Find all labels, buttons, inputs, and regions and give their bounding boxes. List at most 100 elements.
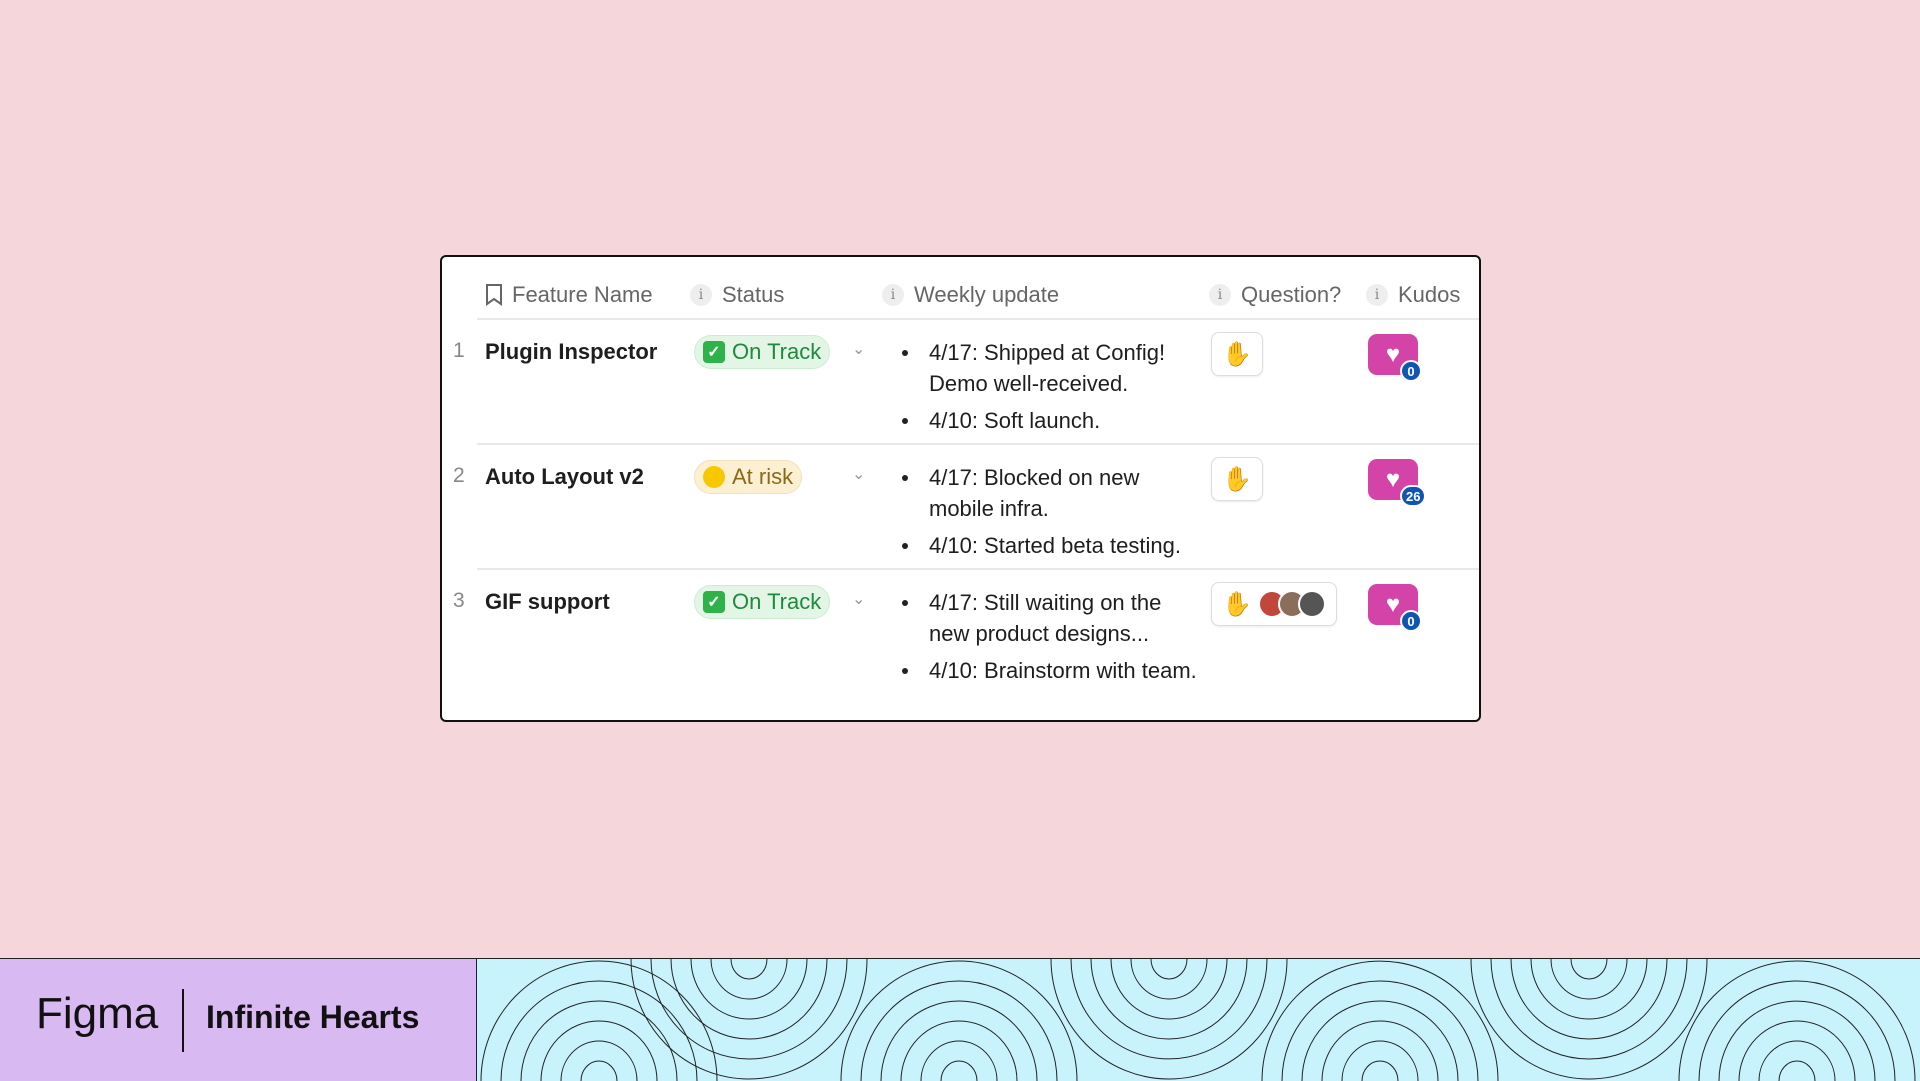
pattern-ring [1470, 959, 1708, 1080]
pattern-ring [900, 1020, 1018, 1081]
feature-name[interactable]: Auto Layout v2 [485, 464, 644, 489]
update-item: 4/10: Brainstorm with team. [902, 655, 1202, 686]
yellow-circle-icon [703, 466, 725, 488]
concentric-circles-pattern [477, 959, 1920, 1081]
pattern-ring [1150, 959, 1188, 980]
divider [477, 568, 1479, 570]
brand-panel: Figma Infinite Hearts [0, 959, 477, 1081]
pattern-ring [940, 1060, 978, 1081]
heart-icon: ♥ [1385, 340, 1401, 368]
pattern-ring [1110, 959, 1228, 1020]
pattern-ring [1070, 959, 1268, 1060]
feature-name[interactable]: GIF support [485, 589, 610, 614]
question-button[interactable]: ✋ [1211, 457, 1263, 501]
pattern-ring [690, 959, 808, 1020]
row-number: 2 [453, 464, 465, 487]
chevron-down-icon[interactable]: ⌄ [852, 341, 866, 358]
feature-name[interactable]: Plugin Inspector [485, 339, 658, 364]
pattern-ring [1718, 1000, 1876, 1081]
pattern-ring [1698, 980, 1896, 1081]
status-pill[interactable]: ✓ On Track [694, 335, 831, 369]
update-list: 4/17: Blocked on new mobile infra. 4/10: … [902, 462, 1202, 567]
raised-hand-icon: ✋ [1222, 340, 1252, 368]
pattern-ring [480, 960, 718, 1081]
update-item: 4/17: Still waiting on the new product d… [902, 587, 1202, 649]
pattern-ring [1361, 1060, 1399, 1081]
chevron-down-icon[interactable]: ⌄ [852, 466, 866, 483]
figma-logo: Figma [36, 989, 159, 1038]
pattern-ring [630, 959, 868, 1080]
raised-hand-icon: ✋ [1222, 590, 1252, 618]
header-status: i Status [690, 279, 784, 311]
pattern-ring [1261, 960, 1499, 1081]
pattern-ring [730, 959, 768, 980]
update-item: 4/17: Shipped at Config! Demo well-recei… [902, 337, 1202, 399]
feature-table: Feature Name i Status i Weekly update i Que… [440, 255, 1481, 722]
status-label: On Track [732, 589, 822, 614]
update-item: 4/10: Soft launch. [902, 405, 1202, 436]
pattern-ring [1301, 1000, 1459, 1081]
avatar [1297, 590, 1326, 618]
pattern-ring [1738, 1020, 1856, 1081]
header-weekly-update: i Weekly update [882, 279, 1059, 311]
pattern-ring [1530, 959, 1648, 1020]
check-icon: ✓ [703, 591, 725, 613]
pattern-ring [1678, 960, 1916, 1081]
info-icon[interactable]: i [1209, 284, 1231, 306]
status-label: At risk [732, 464, 794, 489]
raised-hand-icon: ✋ [1222, 465, 1252, 493]
header-label: Kudos [1398, 282, 1461, 307]
header-label: Question? [1241, 282, 1342, 307]
pattern-ring [1778, 1060, 1816, 1081]
kudos-count: 26 [1400, 485, 1427, 507]
pattern-ring [1758, 1040, 1836, 1081]
update-item: 4/17: Blocked on new mobile infra. [902, 462, 1202, 524]
kudos-count: 0 [1400, 360, 1422, 382]
pattern-ring [840, 960, 1078, 1081]
header-label: Status [722, 282, 785, 307]
pattern-ring [1550, 959, 1628, 1000]
divider [182, 989, 184, 1052]
bookmark-icon [486, 284, 502, 306]
pattern-ring [560, 1040, 638, 1081]
status-label: On Track [732, 339, 822, 364]
header-label: Weekly update [914, 282, 1060, 307]
header-kudos: i Kudos [1366, 279, 1460, 311]
divider [477, 443, 1479, 445]
pattern-ring [1050, 959, 1288, 1080]
pattern-ring [540, 1020, 658, 1081]
event-title: Infinite Hearts [206, 999, 420, 1035]
status-pill[interactable]: At risk [694, 460, 803, 494]
question-button[interactable]: ✋ [1211, 582, 1337, 626]
pattern-ring [1321, 1020, 1439, 1081]
kudos-count: 0 [1400, 610, 1422, 632]
header-question: i Question? [1209, 279, 1341, 311]
status-pill[interactable]: ✓ On Track [694, 585, 831, 619]
pattern-ring [710, 959, 788, 1000]
header-label: Feature Name [512, 282, 653, 307]
pattern-ring [920, 1040, 998, 1081]
header-feature-name: Feature Name [485, 279, 653, 311]
pattern-ring [860, 980, 1058, 1081]
question-button[interactable]: ✋ [1211, 332, 1263, 376]
pattern-ring [1130, 959, 1208, 1000]
row-number: 1 [453, 339, 465, 362]
pattern-ring [670, 959, 828, 1040]
pattern-ring [580, 1060, 618, 1081]
pattern-ring [650, 959, 848, 1060]
row-number: 3 [453, 589, 465, 612]
chevron-down-icon[interactable]: ⌄ [852, 591, 866, 608]
pattern-ring [1490, 959, 1688, 1060]
pattern-ring [1510, 959, 1668, 1040]
update-list: 4/17: Still waiting on the new product d… [902, 587, 1202, 692]
info-icon[interactable]: i [1366, 284, 1388, 306]
update-list: 4/17: Shipped at Config! Demo well-recei… [902, 337, 1202, 442]
pattern-ring [1281, 980, 1479, 1081]
update-item: 4/10: Started beta testing. [902, 530, 1202, 561]
pattern-ring [1341, 1040, 1419, 1081]
info-icon[interactable]: i [690, 284, 712, 306]
info-icon[interactable]: i [882, 284, 904, 306]
pattern-ring [1090, 959, 1248, 1040]
pattern-ring [500, 980, 698, 1081]
divider [477, 318, 1479, 320]
